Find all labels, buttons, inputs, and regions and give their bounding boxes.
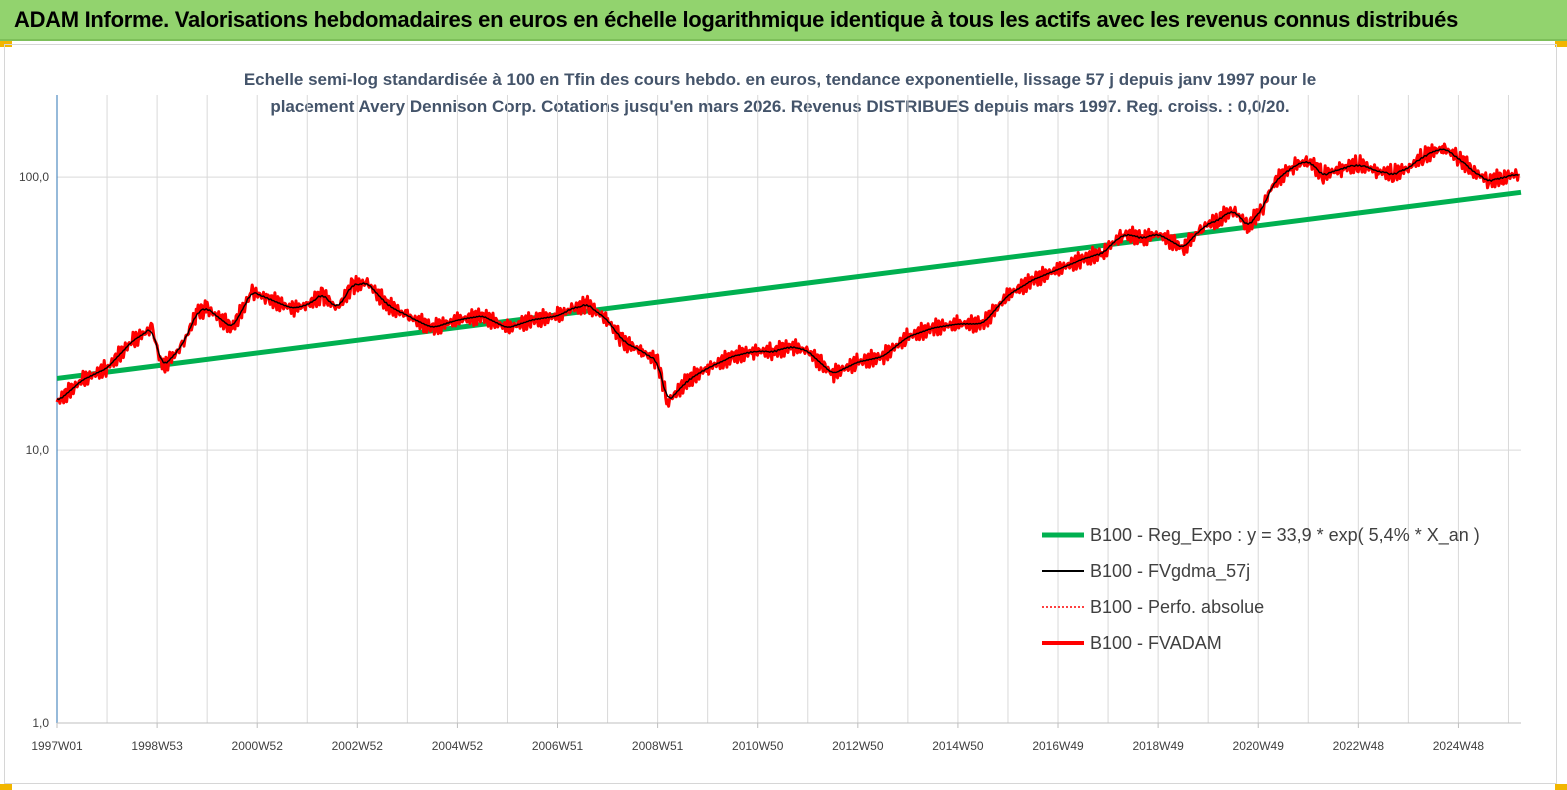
y-tick-label: 1,0 (32, 716, 49, 730)
series-lines (55, 142, 1522, 408)
x-tick-label: 2020W49 (1233, 739, 1285, 753)
x-tick-label: 1998W53 (131, 739, 183, 753)
series-perfo-absolue-line (56, 143, 1519, 407)
x-tick-label: 1997W01 (31, 739, 83, 753)
report-banner: ADAM Informe. Valorisations hebdomadaire… (0, 0, 1567, 41)
legend-label: B100 - Perfo. absolue (1090, 597, 1264, 617)
x-tick-label: 2006W51 (532, 739, 584, 753)
y-tick-label: 100,0 (19, 170, 49, 184)
x-tick-label: 2012W50 (832, 739, 884, 753)
x-tick-label: 2000W52 (232, 739, 284, 753)
x-tick-label: 2018W49 (1132, 739, 1184, 753)
corner-marker-bottom-left (0, 784, 12, 790)
x-tick-label: 2024W48 (1433, 739, 1485, 753)
x-tick-label: 2022W48 (1333, 739, 1385, 753)
x-tick-label: 2014W50 (932, 739, 984, 753)
x-tick-label: 2002W52 (332, 739, 384, 753)
legend-label: B100 - Reg_Expo : y = 33,9 * exp( 5,4% *… (1090, 525, 1480, 546)
y-tick-label: 10,0 (26, 443, 50, 457)
series-fvgdma-line (56, 148, 1519, 401)
corner-marker-bottom-right (1555, 784, 1567, 790)
legend-label: B100 - FVgdma_57j (1090, 561, 1250, 582)
chart-area (4, 44, 1557, 784)
legend: B100 - Reg_Expo : y = 33,9 * exp( 5,4% *… (1042, 525, 1480, 653)
chart-title: Echelle semi-log standardisée à 100 en T… (160, 66, 1400, 120)
chart-title-line-2: placement Avery Dennison Corp. Cotations… (270, 97, 1290, 116)
series-fvadam-line (55, 142, 1520, 408)
x-tick-label: 2008W51 (632, 739, 684, 753)
series-trend-line (56, 189, 1522, 381)
x-tick-label: 2010W50 (732, 739, 784, 753)
axes: 1,0 10,0 100,0 1997W01 1998W53 2000W52 2002W52… (19, 95, 1521, 753)
report-banner-title: ADAM Informe. Valorisations hebdomadaire… (14, 7, 1459, 32)
chart-title-line-1: Echelle semi-log standardisée à 100 en T… (243, 70, 1317, 89)
corner-marker-top-right (1555, 41, 1567, 47)
x-tick-label: 2004W52 (432, 739, 484, 753)
legend-label: B100 - FVADAM (1090, 633, 1222, 653)
grid-lines (56, 95, 1521, 724)
x-tick-label: 2016W49 (1032, 739, 1084, 753)
